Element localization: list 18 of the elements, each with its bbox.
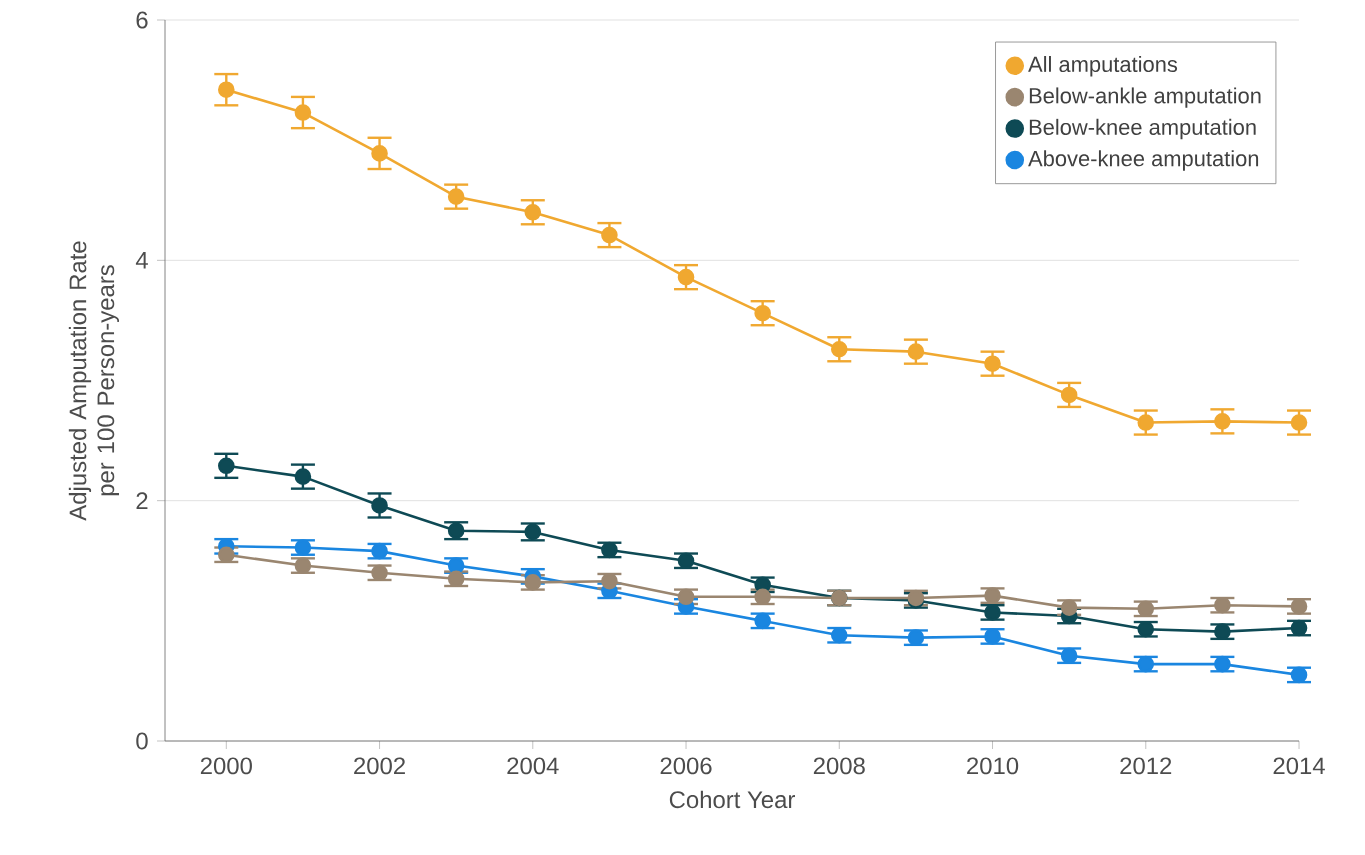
x-tick-label: 2006 — [660, 757, 712, 775]
x-tick-label: 2012 — [1120, 757, 1172, 775]
x-tick-label: 2004 — [507, 757, 559, 775]
legend-label: All amputations — [1028, 55, 1178, 77]
x-tick-label: 2014 — [1273, 757, 1325, 775]
y-tick-label: 2 — [136, 492, 148, 510]
x-tick-label: 2002 — [354, 757, 405, 775]
x-tick-label: 2000 — [200, 757, 252, 775]
x-tick-label: 2010 — [967, 757, 1019, 775]
legend-label: Below-ankle amputation — [1029, 87, 1261, 108]
y-tick-label: 0 — [136, 732, 148, 750]
x-tick-label: 2008 — [813, 757, 865, 775]
y-axis-title: Adjusted Amputation Rate per 100 Person-years — [68, 241, 119, 521]
legend-label: Above-knee amputation — [1028, 150, 1259, 171]
y-tick-label: 4 — [135, 252, 148, 269]
y-tick-label: 6 — [136, 11, 148, 29]
x-axis-title: Cohort Year — [669, 790, 795, 809]
legend-label: Below-knee amputation — [1029, 118, 1256, 140]
